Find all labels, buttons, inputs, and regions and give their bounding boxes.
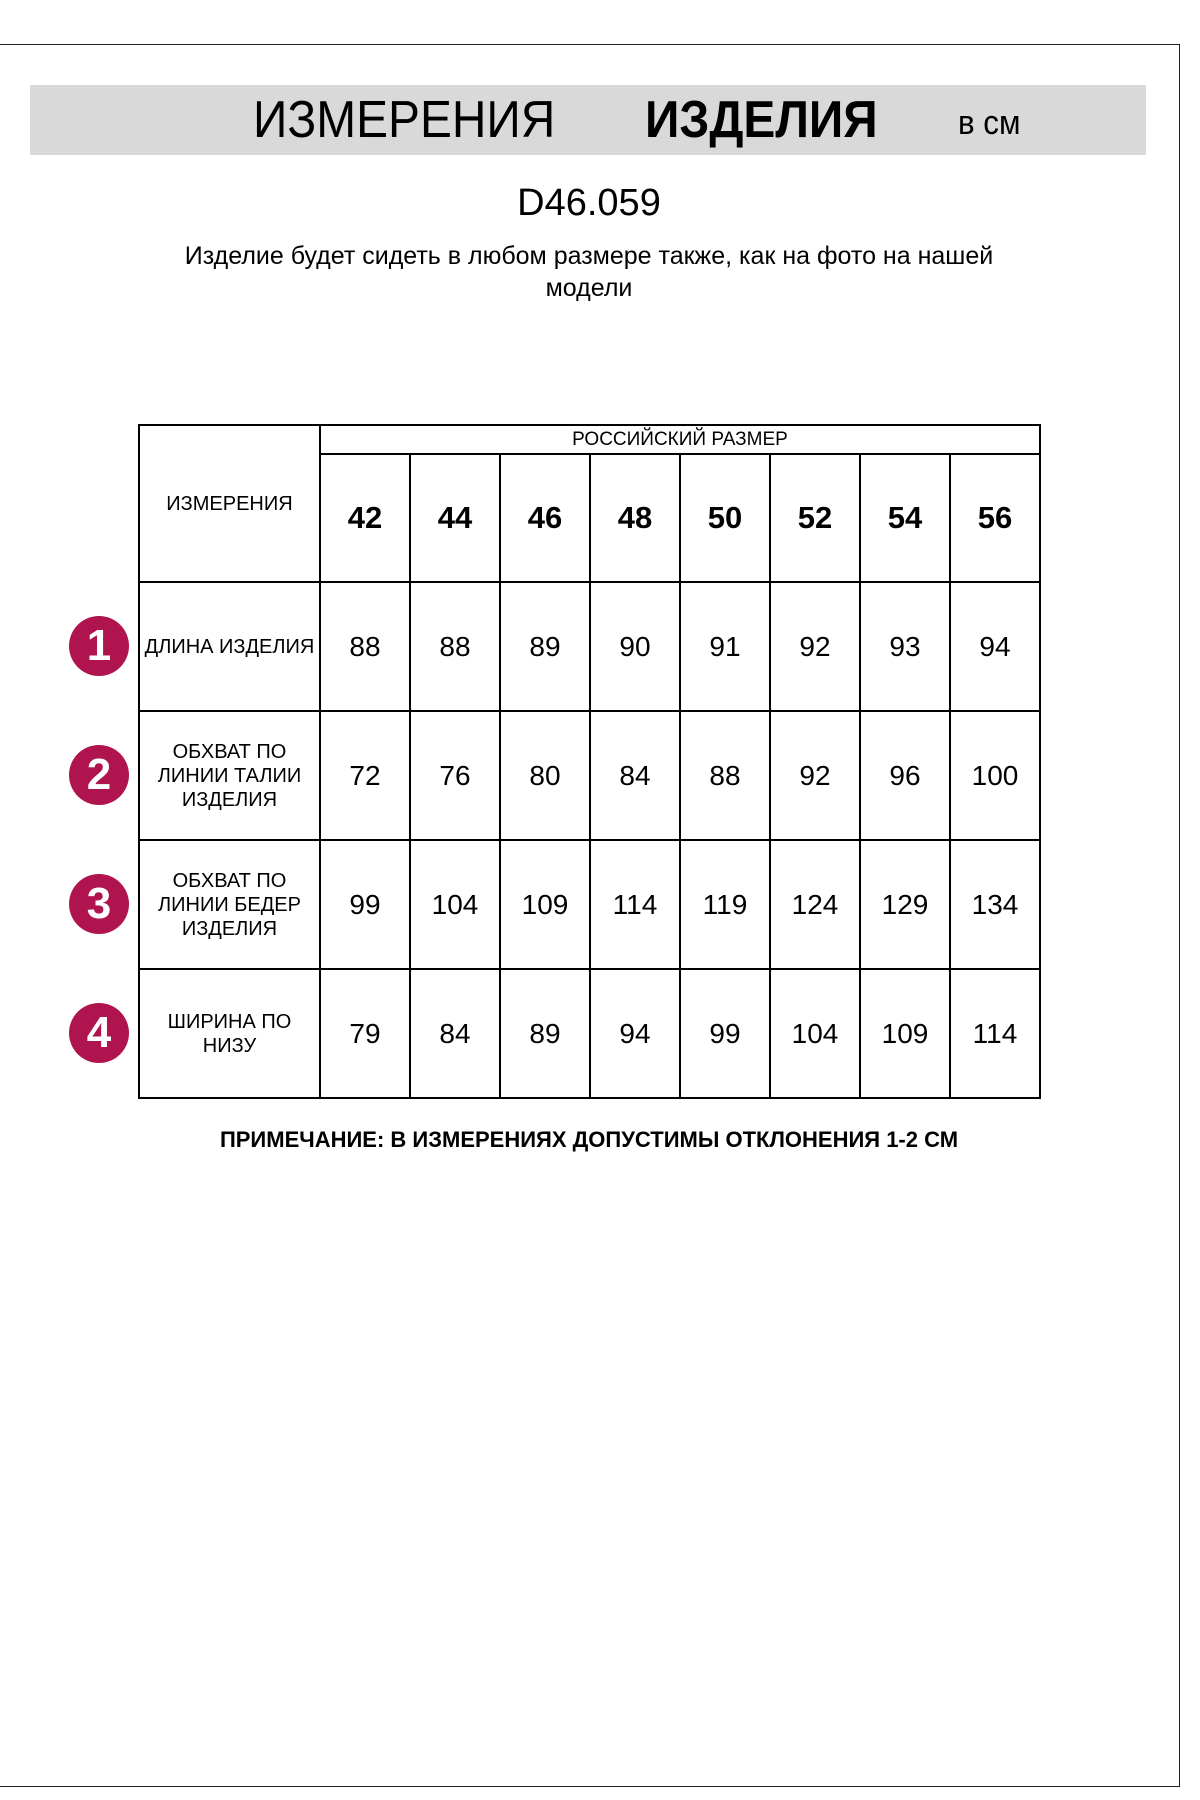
- title-unit: в см: [958, 104, 1021, 142]
- size-header: 54: [859, 453, 951, 583]
- measurement-value: 88: [319, 581, 411, 712]
- measurement-value: 92: [769, 581, 861, 712]
- measurement-value: 94: [589, 968, 681, 1099]
- measurement-value: 79: [319, 968, 411, 1099]
- measurement-value: 72: [319, 710, 411, 841]
- row-number-badge: 4: [69, 1003, 129, 1063]
- note: ПРИМЕЧАНИЕ: В ИЗМЕРЕНИЯХ ДОПУСТИМЫ ОТКЛО…: [219, 1127, 959, 1152]
- row-number-badge: 2: [69, 745, 129, 805]
- corner-label: ИЗМЕРЕНИЯ: [138, 424, 321, 583]
- measurement-value: 99: [319, 839, 411, 970]
- measurement-value: 129: [859, 839, 951, 970]
- measurement-value: 80: [499, 710, 591, 841]
- measurement-value: 119: [679, 839, 771, 970]
- measurement-value: 84: [409, 968, 501, 1099]
- size-header: 48: [589, 453, 681, 583]
- title-bold: ИЗДЕЛИЯ: [645, 91, 878, 149]
- measurement-value: 109: [859, 968, 951, 1099]
- measurement-label: ОБХВАТ ПО ЛИНИИ ТАЛИИ ИЗДЕЛИЯ: [138, 710, 321, 841]
- size-group-label: РОССИЙСКИЙ РАЗМЕР: [319, 424, 1041, 455]
- size-header: 50: [679, 453, 771, 583]
- measurement-value: 76: [409, 710, 501, 841]
- measurement-value: 124: [769, 839, 861, 970]
- measurement-value: 104: [409, 839, 501, 970]
- row-number-badge: 3: [69, 874, 129, 934]
- measurement-value: 91: [679, 581, 771, 712]
- product-code: D46.059: [517, 182, 661, 224]
- measurement-value: 134: [949, 839, 1041, 970]
- table-row: ДЛИНА ИЗДЕЛИЯ 88 88 89 90 91 92 93 94: [138, 581, 1041, 712]
- size-header: 42: [319, 453, 411, 583]
- title-banner: [30, 85, 1146, 155]
- measurement-label: ОБХВАТ ПО ЛИНИИ БЕДЕР ИЗДЕЛИЯ: [138, 839, 321, 970]
- table-row: ШИРИНА ПО НИЗУ 79 84 89 94 99 104 109 114: [138, 968, 1041, 1099]
- measurement-value: 114: [589, 839, 681, 970]
- size-header: 46: [499, 453, 591, 583]
- measurement-value: 89: [499, 968, 591, 1099]
- subtitle: Изделие будет сидеть в любом размере так…: [184, 242, 994, 302]
- row-number-badge: 1: [69, 616, 129, 676]
- measurement-value: 99: [679, 968, 771, 1099]
- measurement-value: 114: [949, 968, 1041, 1099]
- page-frame: [0, 44, 1180, 1787]
- measurement-value: 88: [409, 581, 501, 712]
- size-table: ИЗМЕРЕНИЯ РОССИЙСКИЙ РАЗМЕР 42 44 46 48 50 52…: [138, 424, 1041, 1099]
- measurement-value: 89: [499, 581, 591, 712]
- table-row: ОБХВАТ ПО ЛИНИИ ТАЛИИ ИЗДЕЛИЯ 72 76 80 84 88 9…: [138, 710, 1041, 841]
- measurement-value: 96: [859, 710, 951, 841]
- size-header: 52: [769, 453, 861, 583]
- measurement-value: 104: [769, 968, 861, 1099]
- measurement-value: 88: [679, 710, 771, 841]
- measurement-value: 84: [589, 710, 681, 841]
- measurement-value: 100: [949, 710, 1041, 841]
- measurement-value: 94: [949, 581, 1041, 712]
- size-header: 44: [409, 453, 501, 583]
- measurement-value: 93: [859, 581, 951, 712]
- measurement-label: ДЛИНА ИЗДЕЛИЯ: [138, 581, 321, 712]
- size-header: 56: [949, 453, 1041, 583]
- measurement-value: 90: [589, 581, 681, 712]
- measurement-value: 109: [499, 839, 591, 970]
- title-regular: ИЗМЕРЕНИЯ: [253, 91, 556, 149]
- measurement-label: ШИРИНА ПО НИЗУ: [138, 968, 321, 1099]
- measurement-value: 92: [769, 710, 861, 841]
- table-row: ОБХВАТ ПО ЛИНИИ БЕДЕР ИЗДЕЛИЯ 99 104 109 114…: [138, 839, 1041, 970]
